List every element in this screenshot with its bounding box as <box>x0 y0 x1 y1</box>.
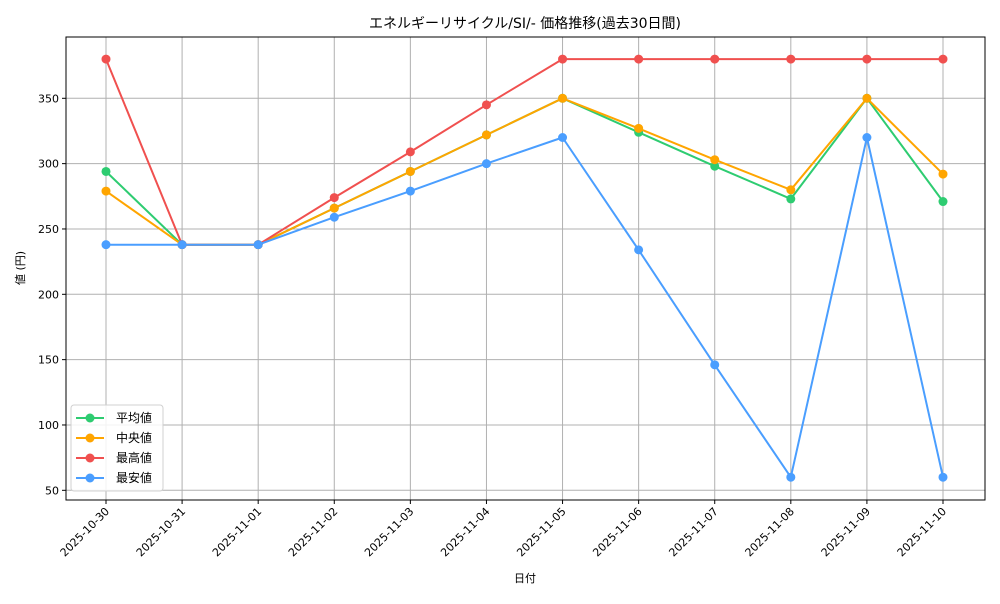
data-point-marker <box>938 197 948 207</box>
data-point-marker <box>329 193 339 203</box>
legend-label: 平均値 <box>116 410 152 425</box>
grid-lines <box>66 37 985 500</box>
data-point-marker <box>938 472 948 482</box>
legend-marker-icon <box>85 433 95 443</box>
data-point-marker <box>634 123 644 133</box>
y-tick-label: 50 <box>45 484 59 497</box>
data-point-marker <box>634 54 644 64</box>
data-point-marker <box>329 212 339 222</box>
data-point-marker <box>786 472 796 482</box>
data-point-marker <box>938 54 948 64</box>
legend-marker-icon <box>85 453 95 463</box>
data-point-marker <box>253 240 263 250</box>
data-point-marker <box>177 240 187 250</box>
legend-item: 最高値 <box>76 450 152 465</box>
data-point-marker <box>405 147 415 157</box>
data-point-marker <box>786 194 796 204</box>
series-line <box>106 136 944 479</box>
y-tick-label: 300 <box>38 158 59 171</box>
data-point-marker <box>634 245 644 255</box>
plot-area-border <box>65 36 986 501</box>
y-tick-label: 250 <box>38 223 59 236</box>
legend-item: 平均値 <box>76 410 152 425</box>
y-axis-label: 値 (円) <box>14 251 27 285</box>
y-tick-label: 150 <box>38 354 59 367</box>
data-point-marker <box>786 54 796 64</box>
data-point-marker <box>558 93 568 103</box>
legend-label: 中央値 <box>116 430 152 445</box>
chart-title: エネルギーリサイクル/SI/- 価格推移(過去30日間) <box>369 16 681 32</box>
data-point-marker <box>481 159 491 169</box>
data-point-marker <box>710 161 720 171</box>
data-point-marker <box>862 93 872 103</box>
legend-label: 最安値 <box>116 470 152 485</box>
legend-item: 最安値 <box>76 470 152 485</box>
data-point-marker <box>329 203 339 213</box>
data-point-marker <box>710 54 720 64</box>
data-point-marker <box>862 54 872 64</box>
legend-box <box>70 404 164 492</box>
data-point-marker <box>405 186 415 196</box>
y-axis-ticks: 50 100 150 200 250 300 350 <box>38 92 66 497</box>
y-tick-label: 200 <box>38 288 59 301</box>
data-point-marker <box>101 240 111 250</box>
y-tick-label: 350 <box>38 92 59 105</box>
data-point-marker <box>710 360 720 370</box>
data-point-marker <box>405 166 415 176</box>
data-point-marker <box>558 54 568 64</box>
legend-item: 中央値 <box>76 430 152 445</box>
data-point-marker <box>101 166 111 176</box>
data-point-marker <box>938 169 948 179</box>
x-axis-label: 日付 <box>514 572 536 585</box>
legend-marker-icon <box>85 413 95 423</box>
data-point-marker <box>710 155 720 165</box>
data-point-marker <box>481 130 491 140</box>
data-point-marker <box>786 185 796 195</box>
data-point-marker <box>862 133 872 143</box>
legend-marker-icon <box>85 473 95 483</box>
series-lines <box>101 54 948 482</box>
series-3 <box>101 133 948 482</box>
data-point-marker <box>101 186 111 196</box>
legend-label: 最高値 <box>116 450 152 465</box>
data-point-marker <box>101 54 111 64</box>
data-point-marker <box>558 133 568 143</box>
y-tick-label: 100 <box>38 419 59 432</box>
data-point-marker <box>481 100 491 110</box>
